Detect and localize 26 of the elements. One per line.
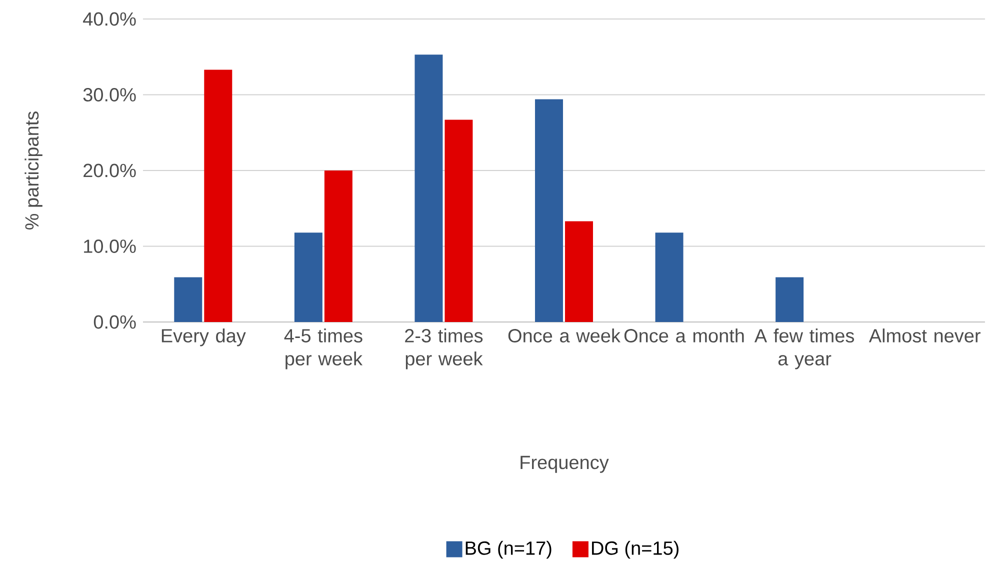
y-tick-label: 10.0% <box>84 240 136 253</box>
bar <box>776 277 804 322</box>
x-tick-label: 4-5 times per week <box>284 328 363 370</box>
x-axis-title: Frequency <box>520 456 609 473</box>
bar <box>414 54 443 322</box>
x-tick-label: Almost never <box>868 328 980 342</box>
legend-label: DG (n=15) <box>592 540 678 559</box>
bar <box>565 221 593 322</box>
y-axis-title: % participants <box>24 112 42 230</box>
y-tick-label: 40.0% <box>83 12 136 26</box>
y-tick-label: 30.0% <box>83 88 136 102</box>
bar <box>174 277 202 322</box>
bar <box>324 170 352 322</box>
bar <box>204 70 232 322</box>
bar <box>535 99 563 322</box>
x-tick-label: A few times a year <box>754 328 854 370</box>
x-tick-label: Once a week <box>508 328 620 342</box>
bar <box>444 120 473 322</box>
x-tick-label: 2-3 times per week <box>405 328 483 370</box>
x-tick-label: Every day <box>162 328 246 346</box>
y-tick-label: 0.0% <box>94 315 136 329</box>
x-tick-label: Once a month <box>624 328 744 342</box>
legend-label: BG (n=17) <box>466 540 552 559</box>
bar <box>294 232 322 322</box>
bar <box>655 232 684 322</box>
y-tick-label: 20.0% <box>84 164 136 178</box>
